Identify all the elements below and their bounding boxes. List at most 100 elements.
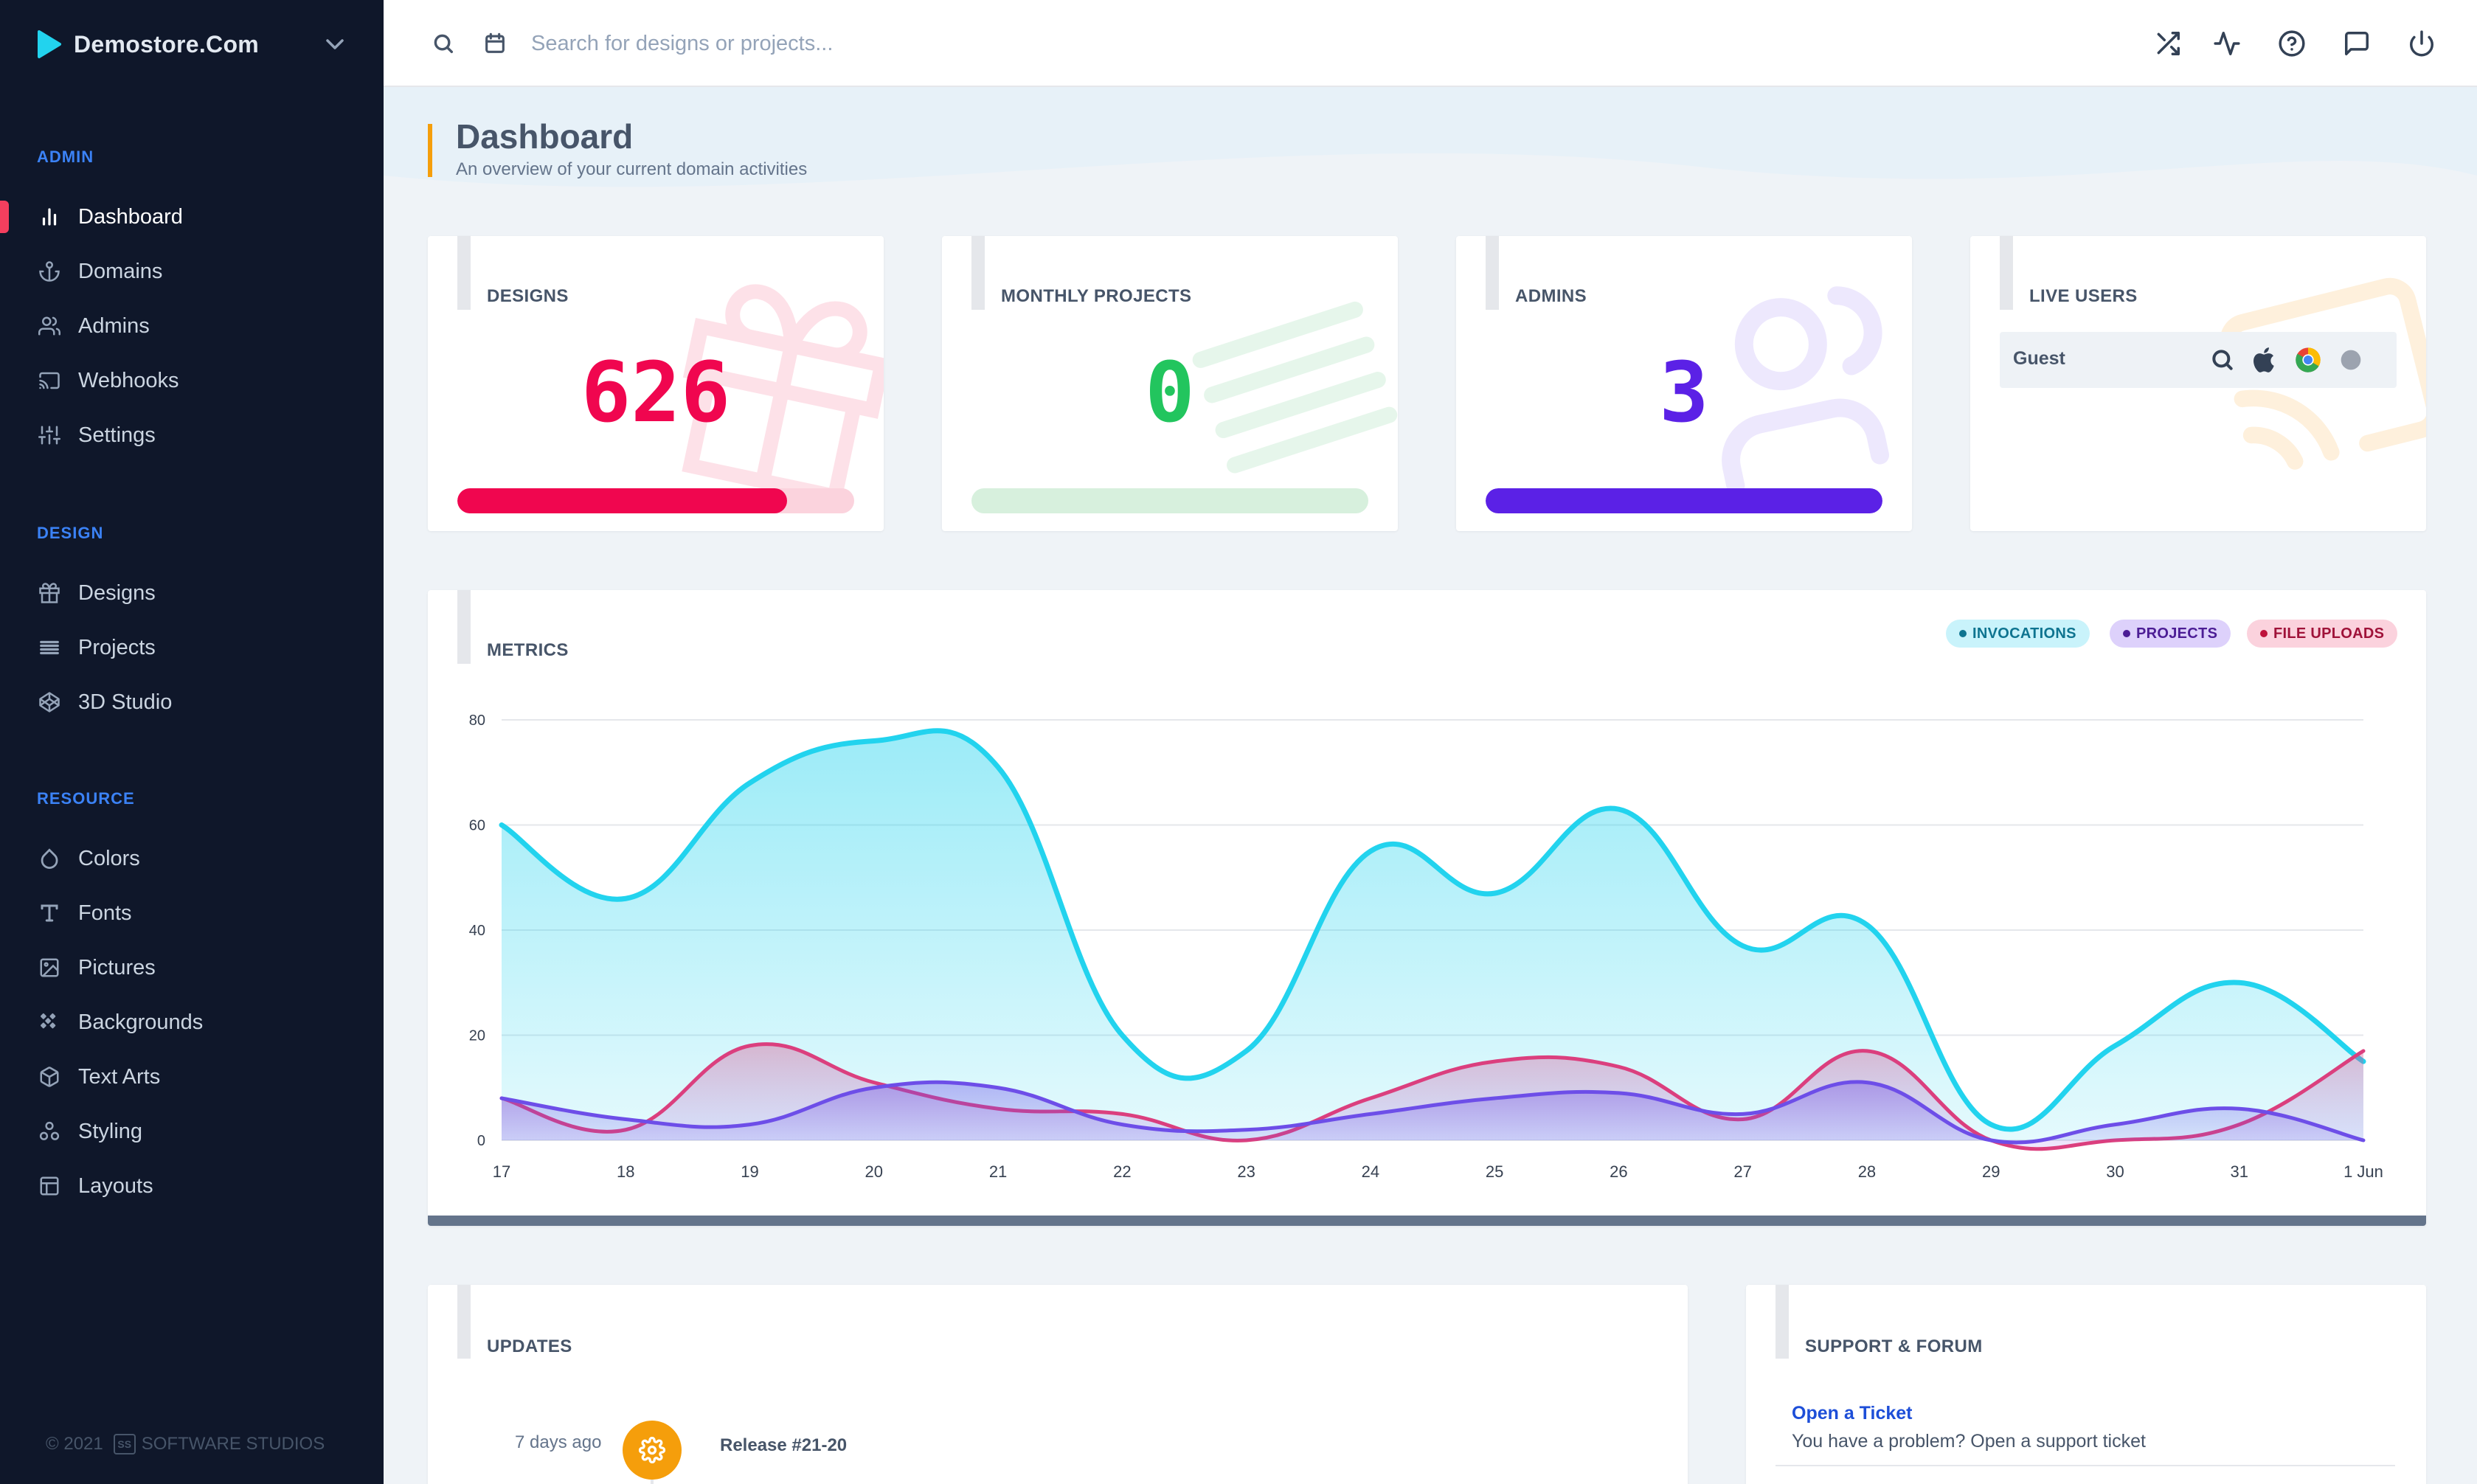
card-marker xyxy=(971,236,985,310)
x-tick-label: 20 xyxy=(865,1162,883,1181)
y-tick-label: 0 xyxy=(477,1133,485,1149)
series-line-projects xyxy=(499,1080,2366,1145)
header-wave-decoration xyxy=(384,153,2477,227)
help-circle-icon[interactable] xyxy=(2278,30,2306,58)
y-tick-label: 60 xyxy=(469,818,485,834)
card-marker xyxy=(457,236,471,310)
sidebar-footer: © 2021 SS SOFTWARE STUDIOS xyxy=(46,1434,325,1454)
brand-switcher[interactable]: Demostore.Com xyxy=(37,27,347,62)
legend-label: FILE UPLOADS xyxy=(2273,625,2385,642)
sidebar-item-admins[interactable]: Admins xyxy=(0,304,384,348)
shuffle-icon[interactable] xyxy=(2154,30,2182,58)
sidebar-item-settings[interactable]: Settings xyxy=(0,413,384,457)
live-user-name: Guest xyxy=(2013,348,2065,369)
sidebar-item-label: Pictures xyxy=(78,955,156,979)
update-time: 7 days ago xyxy=(515,1432,602,1452)
status-dot-icon xyxy=(2341,350,2361,370)
sidebar-item-label: Dashboard xyxy=(78,204,183,229)
sidebar-item-label: Admins xyxy=(78,313,150,338)
card-marker xyxy=(457,590,471,664)
sidebar-item-label: Styling xyxy=(78,1119,143,1143)
sidebar-item-webhooks[interactable]: Webhooks xyxy=(0,358,384,403)
sliders-icon xyxy=(37,423,62,448)
card-monthly-projects: MONTHLY PROJECTS 0 xyxy=(942,236,1398,531)
page-subtitle: An overview of your current domain activ… xyxy=(456,159,808,179)
gift-icon xyxy=(682,284,884,505)
x-tick-label: 31 xyxy=(2230,1162,2248,1181)
sidebar-item-label: Text Arts xyxy=(78,1064,161,1089)
sidebar-item-pictures[interactable]: Pictures xyxy=(0,946,384,990)
calendar-icon[interactable] xyxy=(482,31,507,56)
section-title-design: DESIGN xyxy=(37,524,104,542)
power-icon[interactable] xyxy=(2408,30,2436,58)
card-metrics: METRICS INVOCATIONS PROJECTS FILE UPLOAD… xyxy=(428,590,2426,1226)
card-marker xyxy=(1486,236,1499,310)
progress-fill xyxy=(457,488,787,513)
brand-name: Demostore.Com xyxy=(74,30,260,58)
codepen-icon xyxy=(37,690,62,715)
sidebar-item-fonts[interactable]: Fonts xyxy=(0,891,384,935)
sidebar-item-label: Backgrounds xyxy=(78,1010,204,1034)
company-logo: SS xyxy=(113,1434,136,1454)
x-tick-label: 22 xyxy=(1113,1162,1131,1181)
legend-label: INVOCATIONS xyxy=(1972,625,2076,642)
sidebar-item-3d-studio[interactable]: 3D Studio xyxy=(0,680,384,724)
x-tick-label: 25 xyxy=(1486,1162,1503,1181)
legend-invocations[interactable]: INVOCATIONS xyxy=(1946,620,2090,648)
type-icon xyxy=(37,901,62,926)
image-icon xyxy=(37,955,62,980)
sidebar-item-colors[interactable]: Colors xyxy=(0,836,384,881)
anchor-icon xyxy=(37,259,62,284)
sidebar-item-label: Colors xyxy=(78,846,140,870)
progress-fill xyxy=(1486,488,1882,513)
cast-icon xyxy=(37,368,62,393)
x-tick-label: 28 xyxy=(1858,1162,1876,1181)
sidebar-item-text-arts[interactable]: Text Arts xyxy=(0,1055,384,1099)
card-bottom-border xyxy=(428,1216,2426,1226)
gift-icon xyxy=(37,580,62,606)
card-updates: UPDATES 7 days ago Release #21-20 xyxy=(428,1285,1688,1484)
update-marker xyxy=(623,1421,682,1480)
active-indicator xyxy=(0,201,9,233)
chrome-icon xyxy=(2296,347,2321,372)
sidebar-item-projects[interactable]: Projects xyxy=(0,625,384,670)
card-title: MONTHLY PROJECTS xyxy=(1001,286,1192,306)
legend-projects[interactable]: PROJECTS xyxy=(2110,620,2231,648)
sidebar-item-backgrounds[interactable]: Backgrounds xyxy=(0,1000,384,1044)
search-input[interactable] xyxy=(531,25,1195,62)
x-tick-label: 29 xyxy=(1982,1162,2000,1181)
series-line-invocations xyxy=(499,728,2366,1132)
legend-file-uploads[interactable]: FILE UPLOADS xyxy=(2247,620,2398,648)
sidebar-item-styling[interactable]: Styling xyxy=(0,1109,384,1154)
search-icon[interactable] xyxy=(2208,345,2237,375)
series-area-projects xyxy=(502,1081,2363,1143)
x-tick-label: 24 xyxy=(1362,1162,1379,1181)
live-user-row[interactable]: Guest xyxy=(2000,332,2397,388)
sidebar-item-designs[interactable]: Designs xyxy=(0,571,384,615)
x-tick-label: 27 xyxy=(1733,1162,1751,1181)
card-title: DESIGNS xyxy=(487,286,569,306)
cast-icon xyxy=(2221,277,2426,470)
x-tick-label: 21 xyxy=(989,1162,1007,1181)
sidebar-item-layouts[interactable]: Layouts xyxy=(0,1164,384,1208)
card-title: ADMINS xyxy=(1515,286,1587,306)
x-tick-label: 1 Jun xyxy=(2343,1162,2383,1181)
search-icon[interactable] xyxy=(431,31,456,56)
open-ticket-link[interactable]: Open a Ticket xyxy=(1792,1403,1913,1424)
layout-icon xyxy=(37,1173,62,1199)
sidebar-item-dashboard[interactable]: Dashboard xyxy=(0,195,384,239)
topbar xyxy=(384,0,2477,87)
card-marker xyxy=(457,1285,471,1359)
message-icon[interactable] xyxy=(2343,30,2371,58)
apple-icon xyxy=(2253,347,2274,372)
sidebar-item-domains[interactable]: Domains xyxy=(0,249,384,294)
divider xyxy=(1776,1465,2395,1466)
card-marker xyxy=(1776,1285,1789,1359)
chevron-down-icon[interactable] xyxy=(323,34,347,55)
sidebar-item-label: Designs xyxy=(78,580,156,605)
sidebar-item-label: Layouts xyxy=(78,1173,153,1198)
timeline-line xyxy=(651,1480,654,1484)
activity-icon[interactable] xyxy=(2213,30,2241,58)
update-name[interactable]: Release #21-20 xyxy=(720,1435,848,1455)
sidebar-item-label: Fonts xyxy=(78,901,132,925)
